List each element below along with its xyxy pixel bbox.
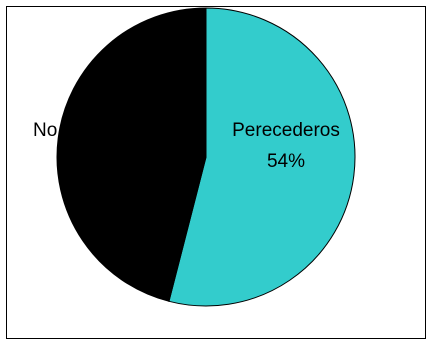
pie-slice-no [56, 7, 207, 302]
slice-label-no: No [33, 120, 57, 141]
slice-value-label-perecederos: 54% [267, 151, 305, 172]
pie-slice-perecederos [168, 7, 356, 307]
pie-slices [56, 7, 356, 307]
pie-labels: Perecederos 54% No [33, 120, 340, 172]
slice-label-perecederos: Perecederos [232, 120, 340, 141]
